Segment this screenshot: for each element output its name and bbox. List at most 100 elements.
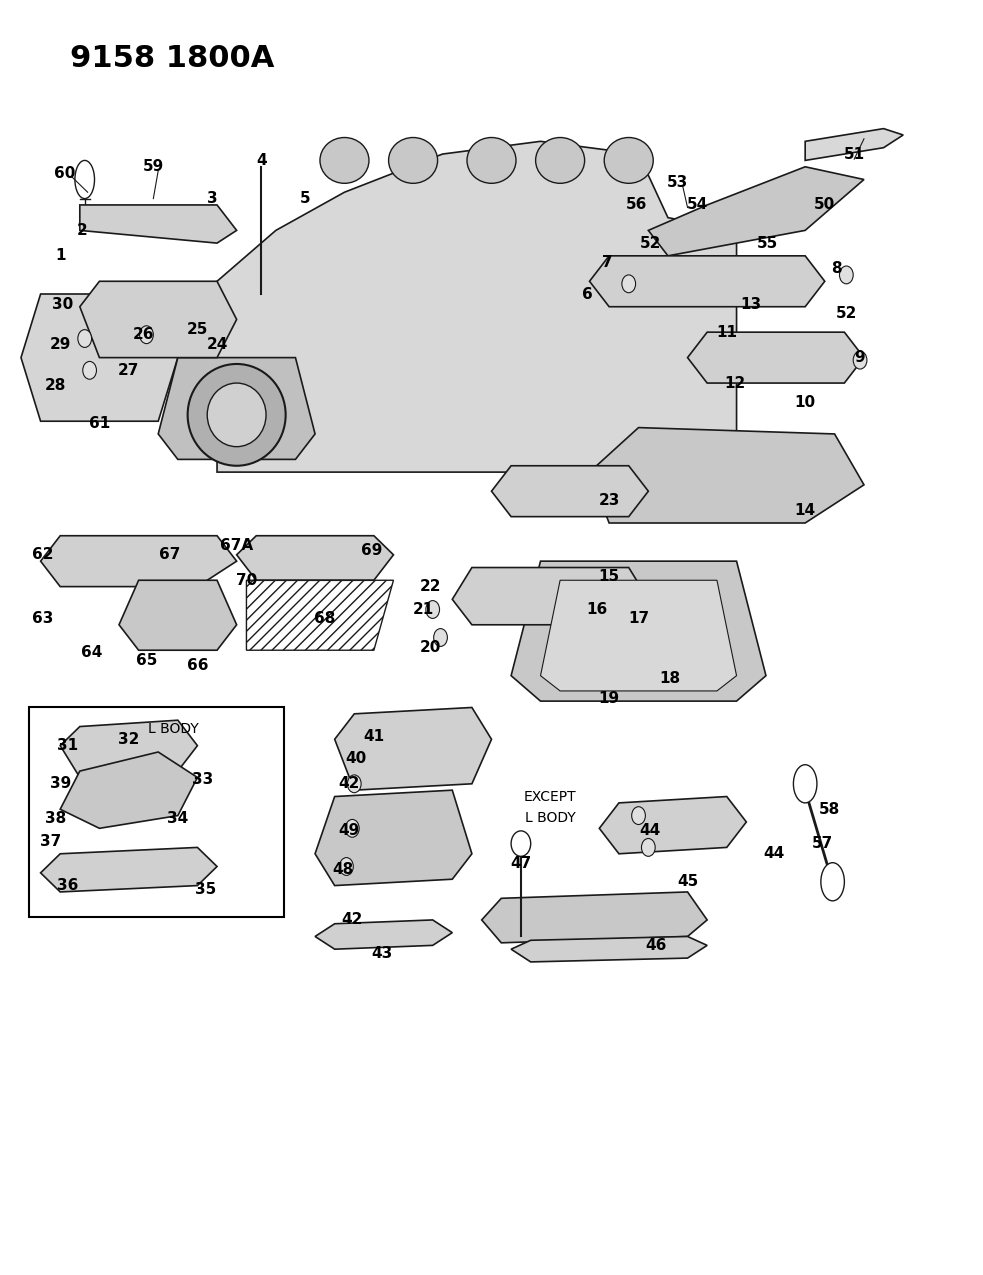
Text: 56: 56: [626, 198, 647, 213]
Text: 70: 70: [236, 572, 258, 588]
Ellipse shape: [83, 361, 96, 379]
Text: 24: 24: [206, 338, 228, 352]
Polygon shape: [80, 205, 237, 244]
Text: 69: 69: [361, 543, 382, 558]
Ellipse shape: [347, 775, 361, 793]
Text: 67A: 67A: [220, 538, 254, 553]
Text: 60: 60: [54, 166, 76, 181]
Bar: [29, 708, 284, 918]
Ellipse shape: [853, 351, 867, 368]
Text: 42: 42: [339, 776, 360, 792]
Text: 34: 34: [167, 811, 189, 826]
Text: 44: 44: [640, 824, 661, 839]
Text: 50: 50: [814, 198, 836, 213]
Polygon shape: [511, 936, 707, 961]
Text: 59: 59: [143, 159, 164, 175]
Text: 17: 17: [628, 611, 649, 626]
Ellipse shape: [388, 138, 437, 184]
Ellipse shape: [511, 831, 531, 857]
Text: 26: 26: [133, 328, 154, 342]
Text: 20: 20: [420, 640, 441, 655]
Text: 47: 47: [510, 857, 532, 871]
Text: 11: 11: [717, 325, 737, 339]
Text: 32: 32: [118, 732, 140, 747]
Polygon shape: [158, 357, 316, 459]
Ellipse shape: [426, 601, 439, 618]
Polygon shape: [237, 536, 393, 580]
Polygon shape: [600, 797, 746, 854]
Text: 43: 43: [372, 946, 392, 960]
Text: 49: 49: [339, 824, 360, 839]
Ellipse shape: [57, 736, 73, 756]
Ellipse shape: [140, 326, 153, 344]
Text: 15: 15: [599, 569, 619, 584]
Polygon shape: [40, 536, 237, 586]
Polygon shape: [316, 790, 472, 886]
Polygon shape: [805, 129, 903, 161]
Text: 41: 41: [364, 729, 384, 745]
Text: 66: 66: [187, 658, 208, 673]
Polygon shape: [511, 561, 766, 701]
Text: 61: 61: [88, 416, 110, 431]
Ellipse shape: [78, 330, 91, 347]
Ellipse shape: [642, 839, 656, 857]
Text: 8: 8: [832, 261, 841, 277]
Text: 62: 62: [31, 547, 53, 562]
Polygon shape: [217, 142, 736, 472]
Text: 5: 5: [300, 191, 311, 207]
Polygon shape: [334, 708, 492, 790]
Ellipse shape: [345, 820, 359, 838]
Text: 23: 23: [599, 492, 620, 507]
Text: 48: 48: [332, 862, 353, 876]
Polygon shape: [119, 580, 237, 650]
Text: 13: 13: [741, 297, 762, 311]
Polygon shape: [21, 295, 178, 421]
Text: 9158 1800A: 9158 1800A: [70, 45, 274, 73]
Text: 42: 42: [342, 913, 363, 927]
Text: 53: 53: [667, 175, 688, 190]
Text: 37: 37: [39, 834, 61, 849]
Ellipse shape: [319, 138, 369, 184]
Text: 27: 27: [118, 363, 140, 377]
Text: 3: 3: [206, 191, 217, 207]
Polygon shape: [40, 848, 217, 892]
Ellipse shape: [207, 382, 266, 446]
Text: 21: 21: [412, 602, 434, 617]
Ellipse shape: [467, 138, 516, 184]
Text: 46: 46: [646, 938, 666, 952]
Ellipse shape: [57, 812, 73, 833]
Polygon shape: [452, 567, 649, 625]
Polygon shape: [649, 167, 864, 256]
Ellipse shape: [188, 363, 286, 465]
Ellipse shape: [632, 807, 646, 825]
Text: 14: 14: [794, 502, 816, 518]
Text: 29: 29: [49, 338, 71, 352]
Text: 67: 67: [159, 547, 181, 562]
Text: 1: 1: [55, 249, 66, 264]
Text: 18: 18: [660, 671, 680, 686]
Text: 52: 52: [640, 236, 661, 251]
Polygon shape: [492, 465, 649, 516]
Text: 6: 6: [582, 287, 593, 301]
Text: 25: 25: [187, 323, 208, 337]
Polygon shape: [541, 580, 736, 691]
Text: 58: 58: [819, 802, 840, 817]
Text: 2: 2: [77, 223, 87, 238]
Ellipse shape: [75, 161, 94, 199]
Ellipse shape: [839, 266, 853, 284]
Text: 39: 39: [49, 776, 71, 792]
Text: 65: 65: [136, 653, 157, 668]
Text: L BODY: L BODY: [525, 811, 576, 825]
Text: 68: 68: [315, 611, 335, 626]
Text: 52: 52: [836, 306, 857, 320]
Ellipse shape: [434, 629, 447, 646]
Text: EXCEPT: EXCEPT: [524, 789, 577, 803]
Polygon shape: [687, 333, 864, 382]
Text: 54: 54: [687, 198, 708, 213]
Text: 45: 45: [677, 875, 698, 889]
Text: 44: 44: [763, 847, 784, 862]
Text: 51: 51: [843, 147, 865, 162]
Ellipse shape: [605, 138, 654, 184]
Text: 64: 64: [81, 645, 102, 660]
Text: 33: 33: [192, 773, 213, 788]
